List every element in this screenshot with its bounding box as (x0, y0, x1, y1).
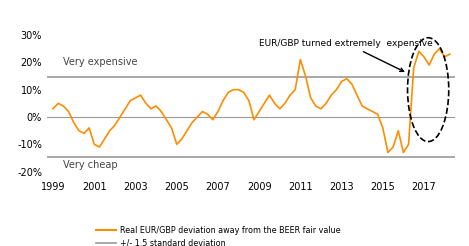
Text: Very expensive: Very expensive (63, 57, 138, 67)
Legend: Real EUR/GBP deviation away from the BEER fair value, +/- 1.5 standard deviation: Real EUR/GBP deviation away from the BEE… (93, 222, 344, 246)
Text: Very cheap: Very cheap (63, 160, 118, 170)
Text: EUR/GBP turned extremely  expensive: EUR/GBP turned extremely expensive (259, 39, 433, 71)
